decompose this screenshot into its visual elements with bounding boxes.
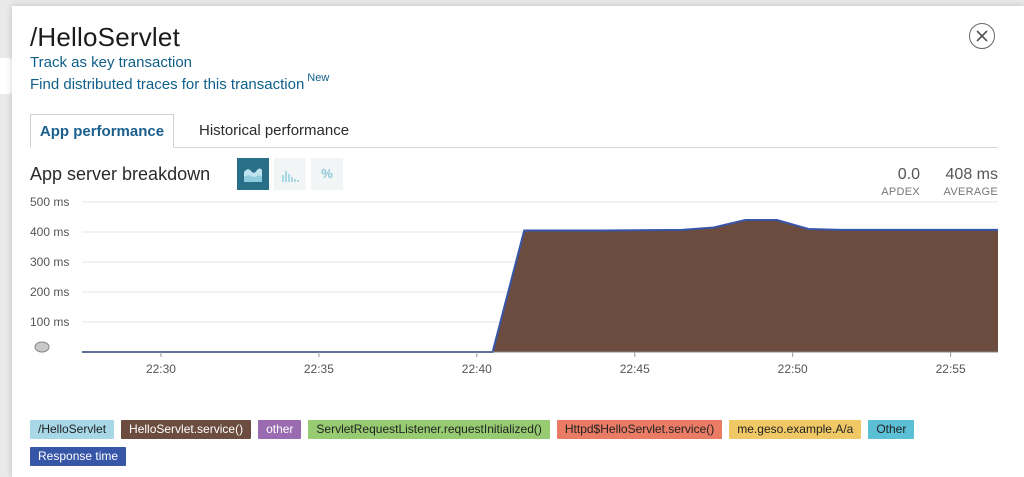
x-tick-label: 22:55 [936,362,966,376]
series-line-response-time [82,219,998,353]
x-tick-label: 22:30 [146,362,176,376]
tab-app-performance[interactable]: App performance [30,114,174,148]
series-area-helloservlet-service- [82,220,998,352]
average-label: AVERAGE [943,186,998,198]
x-tick-label: 22:35 [304,362,334,376]
tabs-divider [30,147,998,148]
tab-historical-performance[interactable]: Historical performance [199,122,350,139]
legend-item[interactable]: Other [868,420,915,439]
close-icon [976,30,988,42]
average-metric: 408 ms AVERAGE [930,166,998,198]
distributed-traces-link[interactable]: Find distributed traces for this transac… [30,72,329,93]
x-tick-label: 22:50 [778,362,808,376]
legend-item[interactable]: HelloServlet.service() [121,420,252,439]
bar-chart-icon [282,171,299,182]
x-tick-label: 22:45 [620,362,650,376]
legend-item[interactable]: me.geso.example.A/a [729,420,862,439]
side-panel-tab [0,58,12,94]
bar-view-button[interactable] [274,158,306,190]
legend-item[interactable]: ServletRequestListener.requestInitialize… [308,420,550,439]
legend-item[interactable]: /HelloServlet [30,420,115,439]
close-button[interactable] [969,23,995,49]
y-tick-label: 200 ms [30,285,69,299]
track-key-transaction-link[interactable]: Track as key transaction [30,54,193,71]
breakdown-chart: 100 ms 200 ms 300 ms 400 ms 500 ms 22:30 22:35… [30,195,998,376]
y-tick-label: 400 ms [30,225,69,239]
percent-view-button[interactable]: % [311,158,343,190]
apdex-metric: 0.0 APDEX [872,166,920,198]
percent-icon: % [321,166,333,181]
chart-legend: /HelloServlet HelloServlet.service() other… [30,420,1010,474]
legend-item[interactable]: Httpd$HelloServlet.service() [556,420,723,439]
area-view-button[interactable] [237,158,269,190]
distributed-traces-label: Find distributed traces for this transac… [30,76,305,93]
new-badge: New [307,72,330,84]
y-tick-label: 500 ms [30,195,69,209]
y-tick-label: 100 ms [30,315,69,329]
transaction-panel: /HelloServlet Track as key transaction F… [12,6,1024,477]
breakdown-title: App server breakdown [30,164,211,184]
y-tick-label: 300 ms [30,255,69,269]
apdex-label: APDEX [881,186,920,198]
page-title: /HelloServlet [30,22,180,52]
chart-origin-marker [34,341,50,353]
legend-item[interactable]: other [258,420,302,439]
x-tick-label: 22:40 [462,362,492,376]
average-value: 408 ms [945,166,998,183]
apdex-value: 0.0 [897,166,920,183]
area-chart-icon [244,168,262,182]
legend-item[interactable]: Response time [30,447,127,466]
